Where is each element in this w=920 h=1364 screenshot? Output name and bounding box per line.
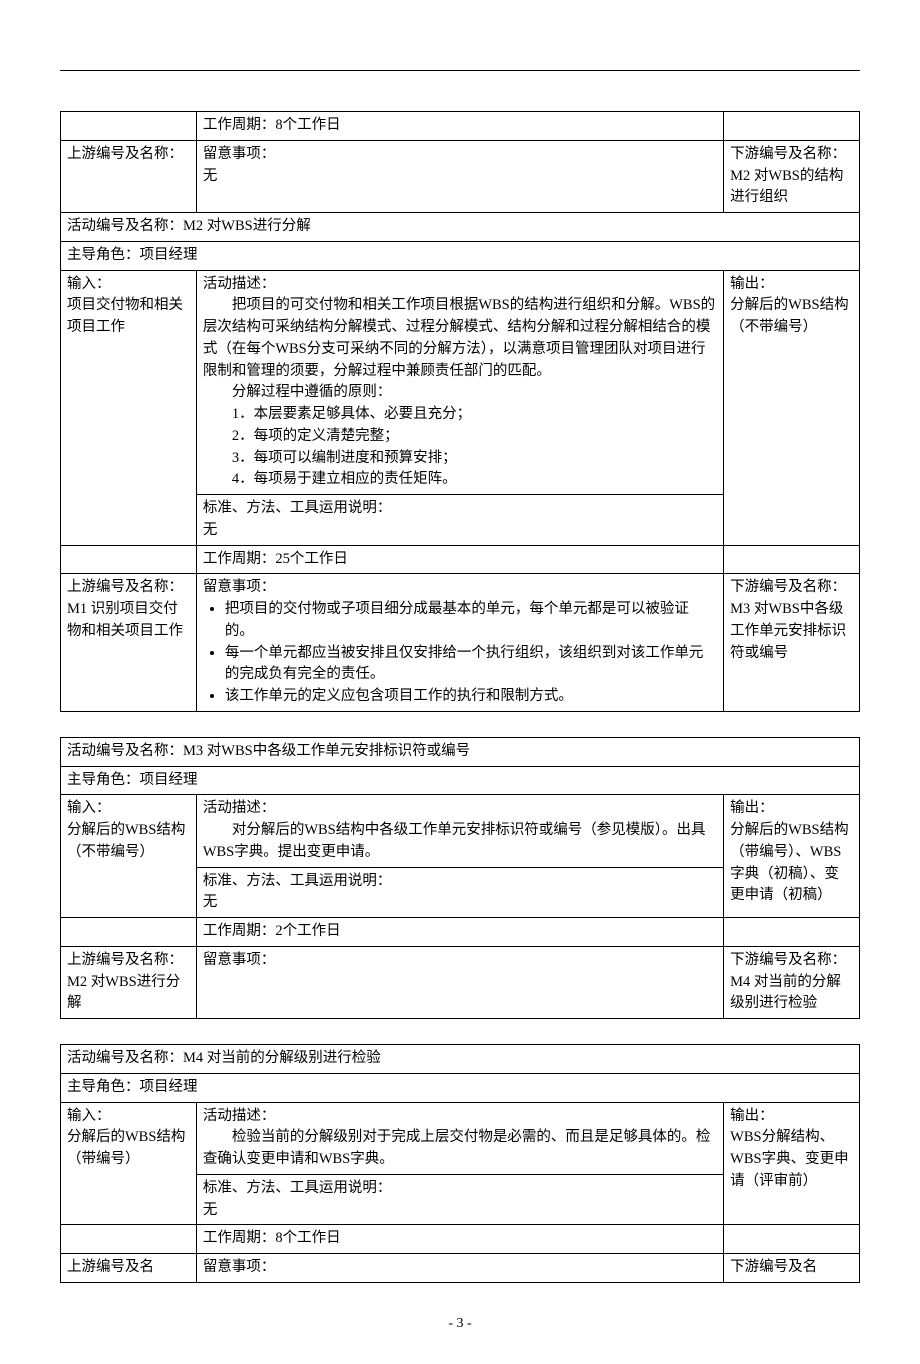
notes-list: 把项目的交付物或子项目细分成最基本的单元，每个单元都是可以被验证的。 每一个单元… — [203, 599, 717, 708]
cell-activity-name: 活动编号及名称：M4 对当前的分解级别进行检验 — [61, 1045, 860, 1074]
cell — [724, 112, 860, 141]
cell-output: 输出： 分解后的WBS结构（带编号）、WBS字典（初稿）、变更申请（初稿） — [724, 795, 860, 918]
cell-output: 输出： WBS分解结构、WBS字典、变更申请（评审前） — [724, 1102, 860, 1225]
cell-work-period: 工作周期：8个工作日 — [196, 112, 723, 141]
cell-standards: 标准、方法、工具运用说明： 无 — [196, 867, 723, 918]
value: 项目交付物和相关项目工作 — [67, 297, 183, 335]
value: 无 — [203, 168, 218, 184]
paragraph: 检验当前的分解级别对于完成上层交付物是必需的、而且是足够具体的。检查确认变更申请… — [203, 1129, 711, 1167]
cell — [61, 1225, 197, 1254]
cell-upstream: 上游编号及名 — [61, 1254, 197, 1283]
cell-activity-desc: 活动描述： 把项目的可交付物和相关工作项目根据WBS的结构进行组织和分解。WBS… — [196, 270, 723, 495]
cell-lead-role: 主导角色：项目经理 — [61, 766, 860, 795]
cell-upstream: 上游编号及名称： M1 识别项目交付物和相关项目工作 — [61, 574, 197, 712]
cell — [61, 545, 197, 574]
label: 输出： — [730, 800, 774, 816]
cell-activity-name: 活动编号及名称：M3 对WBS中各级工作单元安排标识符或编号 — [61, 737, 860, 766]
cell-notes: 留意事项： 无 — [196, 140, 723, 212]
cell-work-period: 工作周期：25个工作日 — [196, 545, 723, 574]
cell-input: 输入： 分解后的WBS结构（不带编号） — [61, 795, 197, 918]
value: 分解后的WBS结构（不带编号） — [67, 822, 185, 860]
list-item: 2．每项的定义清楚完整； — [203, 428, 399, 444]
label: 输入： — [67, 276, 111, 292]
label: 标准、方法、工具运用说明： — [203, 873, 392, 889]
cell-activity-name: 活动编号及名称：M2 对WBS进行分解 — [61, 213, 860, 242]
value: 分解后的WBS结构（带编号）、WBS字典（初稿）、变更申请（初稿） — [730, 822, 848, 903]
paragraph: 把项目的可交付物和相关工作项目根据WBS的结构进行组织和分解。WBS的层次结构可… — [203, 297, 715, 378]
cell-input: 输入： 项目交付物和相关项目工作 — [61, 270, 197, 545]
cell-lead-role: 主导角色：项目经理 — [61, 1073, 860, 1102]
cell — [61, 918, 197, 947]
paragraph: 对分解后的WBS结构中各级工作单元安排标识符或编号（参见模版）。出具WBS字典。… — [203, 822, 706, 860]
label: 标准、方法、工具运用说明： — [203, 1180, 392, 1196]
cell-standards: 标准、方法、工具运用说明： 无 — [196, 1174, 723, 1225]
list-item: 该工作单元的定义应包含项目工作的执行和限制方式。 — [225, 686, 717, 708]
cell-downstream: 下游编号及名称：M4 对当前的分解级别进行检验 — [724, 946, 860, 1018]
cell-downstream: 下游编号及名称：M2 对WBS的结构进行组织 — [724, 140, 860, 212]
label: 标准、方法、工具运用说明： — [203, 500, 392, 516]
activity-table-m3: 活动编号及名称：M3 对WBS中各级工作单元安排标识符或编号 主导角色：项目经理… — [60, 737, 860, 1019]
label: 输入： — [67, 1108, 111, 1124]
cell-lead-role: 主导角色：项目经理 — [61, 241, 860, 270]
cell — [724, 1225, 860, 1254]
value: 无 — [203, 522, 218, 538]
activity-table-m2: 工作周期：8个工作日 上游编号及名称： 留意事项： 无 下游编号及名称：M2 对… — [60, 111, 860, 712]
cell-output: 输出： 分解后的WBS结构（不带编号） — [724, 270, 860, 545]
value: 无 — [203, 1202, 218, 1218]
cell-upstream: 上游编号及名称： — [61, 140, 197, 212]
label: 输出： — [730, 1108, 774, 1124]
label: 活动描述： — [203, 1108, 276, 1124]
cell-upstream: 上游编号及名称：M2 对WBS进行分解 — [61, 946, 197, 1018]
value: 分解后的WBS结构（不带编号） — [730, 297, 848, 335]
cell-work-period: 工作周期：2个工作日 — [196, 918, 723, 947]
cell-notes: 留意事项： — [196, 1254, 723, 1283]
list-item: 4．每项易于建立相应的责任矩阵。 — [203, 471, 457, 487]
list-item: 3．每项可以编制进度和预算安排； — [203, 450, 457, 466]
list-item: 每一个单元都应当被安排且仅安排给一个执行组织，该组织到对该工作单元的完成负有完全… — [225, 643, 717, 687]
cell-notes: 留意事项： 把项目的交付物或子项目细分成最基本的单元，每个单元都是可以被验证的。… — [196, 574, 723, 712]
value: 分解后的WBS结构（带编号） — [67, 1129, 185, 1167]
activity-table-m4: 活动编号及名称：M4 对当前的分解级别进行检验 主导角色：项目经理 输入： 分解… — [60, 1044, 860, 1283]
top-rule — [60, 70, 860, 71]
list-item: 1．本层要素足够具体、必要且充分； — [203, 406, 471, 422]
cell-work-period: 工作周期：8个工作日 — [196, 1225, 723, 1254]
label: 活动描述： — [203, 800, 276, 816]
label: 输出： — [730, 276, 774, 292]
value: 无 — [203, 894, 218, 910]
list-item: 把项目的交付物或子项目细分成最基本的单元，每个单元都是可以被验证的。 — [225, 599, 717, 643]
page-number: - 3 - — [60, 1313, 860, 1334]
label: 留意事项： — [203, 146, 276, 162]
cell-activity-desc: 活动描述： 检验当前的分解级别对于完成上层交付物是必需的、而且是足够具体的。检查… — [196, 1102, 723, 1174]
cell — [61, 112, 197, 141]
paragraph: 分解过程中遵循的原则： — [203, 384, 392, 400]
label: 输入： — [67, 800, 111, 816]
cell-standards: 标准、方法、工具运用说明： 无 — [196, 495, 723, 546]
cell-activity-desc: 活动描述： 对分解后的WBS结构中各级工作单元安排标识符或编号（参见模版）。出具… — [196, 795, 723, 867]
label: 留意事项： — [203, 579, 276, 595]
label: 活动描述： — [203, 276, 276, 292]
cell-downstream: 下游编号及名称：M3 对WBS中各级工作单元安排标识符或编号 — [724, 574, 860, 712]
cell — [724, 545, 860, 574]
cell-downstream: 下游编号及名 — [724, 1254, 860, 1283]
cell-notes: 留意事项： — [196, 946, 723, 1018]
value: WBS分解结构、WBS字典、变更申请（评审前） — [730, 1129, 848, 1189]
cell — [724, 918, 860, 947]
cell-input: 输入： 分解后的WBS结构（带编号） — [61, 1102, 197, 1225]
